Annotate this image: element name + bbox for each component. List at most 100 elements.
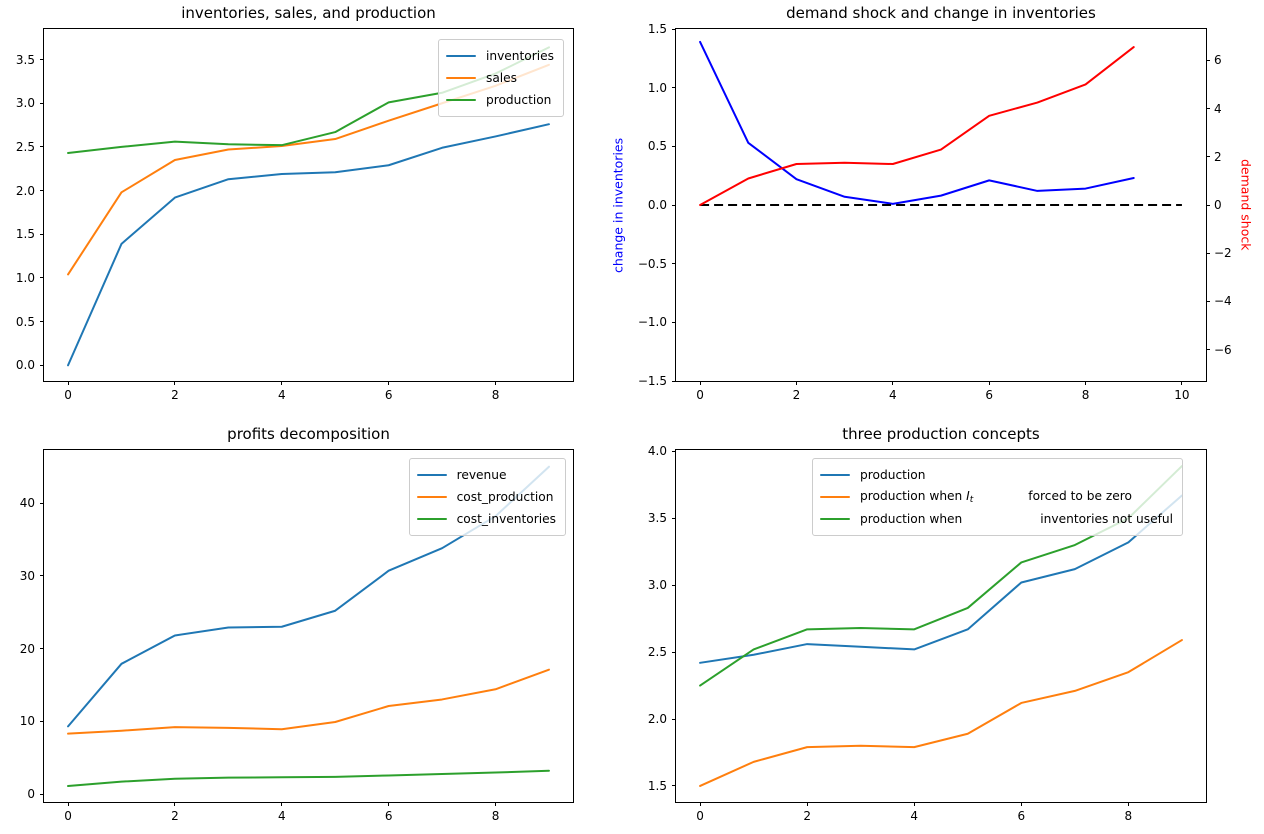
x-tick-label: 2 <box>171 388 179 402</box>
y-tick-label: 3.5 <box>15 52 35 67</box>
legend-item: production <box>820 464 1173 486</box>
x-tick-mark <box>1085 381 1087 385</box>
chart-inventories-sales-production: inventories, sales, and production 0 2 4 6 8… <box>16 4 574 402</box>
y-tick-mark <box>40 146 44 148</box>
x-tick-mark <box>67 802 69 806</box>
x-tick-label: 0 <box>64 388 72 402</box>
x-tick-label: 8 <box>491 388 500 402</box>
y-tick-label: 0.0 <box>647 198 667 212</box>
x-tick-mark <box>281 381 283 385</box>
y-tick-label: 0 <box>27 787 35 801</box>
y-tick-label: 40 <box>19 496 35 511</box>
legend-line-sample <box>820 496 851 498</box>
y-tick-mark <box>40 720 44 722</box>
x-tick-mark <box>699 802 701 806</box>
legend-item-label: production when inventories not useful <box>860 512 1173 526</box>
y-tick-mark <box>672 263 676 265</box>
y-axis-label-right: demand shock <box>1238 159 1254 251</box>
x-tick-mark <box>495 802 497 806</box>
chart-title: three production concepts <box>842 425 1040 443</box>
y-tick-mark <box>672 145 676 147</box>
y-tick-mark-right <box>1206 300 1210 302</box>
y-tick-mark <box>40 502 44 504</box>
x-tick-label: 4 <box>910 809 919 823</box>
series-line-production <box>699 494 1183 664</box>
x-tick-label: 4 <box>888 388 897 402</box>
y-tick-label: 4.0 <box>647 444 667 459</box>
legend-item-label: cost_production <box>456 490 554 504</box>
series-line-inventories <box>67 123 550 367</box>
x-tick-mark <box>67 381 69 385</box>
y-tick-mark <box>40 190 44 192</box>
x-tick-mark <box>806 802 808 806</box>
y-tick-label-right: 2 <box>1214 149 1222 164</box>
y-tick-mark <box>40 575 44 577</box>
y-tick-label: 3.0 <box>15 96 35 111</box>
y-tick-mark <box>40 59 44 61</box>
legend-line-sample <box>445 99 476 101</box>
series-line-cost-production <box>67 668 550 735</box>
x-tick-mark <box>988 381 990 385</box>
y-tick-mark <box>672 28 676 30</box>
y-tick-mark <box>672 651 676 653</box>
x-tick-mark <box>795 381 797 385</box>
series-line-cost-inventories <box>67 769 550 787</box>
y-tick-mark-right <box>1206 156 1210 158</box>
x-tick-mark <box>1127 802 1129 806</box>
chart-profits-decomposition: profits decomposition 0 2 4 6 8 0 10 20 30 40 reve… <box>20 425 574 823</box>
y-tick-mark <box>672 517 676 519</box>
y-tick-label: 1.0 <box>15 270 35 285</box>
x-tick-label: 6 <box>985 388 993 402</box>
y-tick-mark <box>672 204 676 206</box>
y-tick-mark-right <box>1206 108 1210 110</box>
x-tick-mark <box>913 802 915 806</box>
legend-item: cost_production <box>416 486 556 508</box>
x-tick-mark <box>892 381 894 385</box>
legend-item: production when inventories not useful <box>820 508 1173 530</box>
chart-title: inventories, sales, and production <box>181 4 436 22</box>
y-tick-label: 2.5 <box>15 139 35 154</box>
plot-area <box>676 29 1206 381</box>
legend-item-label: revenue <box>456 468 507 482</box>
y-tick-label-right: 6 <box>1214 53 1222 68</box>
legend-line-sample <box>445 55 476 57</box>
y-tick-label: 3.5 <box>647 511 667 526</box>
y-tick-mark <box>40 233 44 235</box>
legend-item: revenue <box>416 464 556 486</box>
y-tick-mark <box>672 718 676 720</box>
legend-line-sample <box>416 474 447 476</box>
legend-item-label: production <box>485 93 552 107</box>
x-tick-label: 2 <box>171 809 179 823</box>
x-tick-mark <box>388 802 390 806</box>
y-tick-mark-right <box>1206 252 1210 254</box>
y-tick-label: 0.0 <box>15 358 35 373</box>
y-tick-label: 2.5 <box>647 645 667 660</box>
chart-three-production-concepts: three production concepts 0 2 4 6 8 1.5 2.0 2.5… <box>648 425 1207 823</box>
y-tick-label: 1.5 <box>647 778 667 793</box>
series-lines <box>699 40 1182 206</box>
x-tick-label: 8 <box>1124 809 1133 823</box>
x-tick-label: 0 <box>696 388 704 402</box>
legend-item: inventories <box>445 45 554 67</box>
legend-box: inventories sales production <box>437 39 564 117</box>
x-tick-mark <box>174 381 176 385</box>
x-tick-label: 10 <box>1174 388 1190 402</box>
x-tick-mark <box>1181 381 1183 385</box>
x-tick-label: 8 <box>491 809 500 823</box>
legend-item-label: production <box>860 468 926 482</box>
y-tick-mark <box>672 584 676 586</box>
legend-line-sample <box>445 77 476 79</box>
y-tick-mark <box>40 277 44 279</box>
y-tick-label: −1.0 <box>637 315 667 330</box>
y-tick-mark <box>40 793 44 795</box>
x-tick-mark <box>388 381 390 385</box>
y-tick-mark <box>40 102 44 104</box>
x-tick-mark <box>495 381 497 385</box>
legend-item-label: sales <box>485 71 518 85</box>
y-tick-label: 0.5 <box>647 139 667 154</box>
y-tick-mark <box>672 87 676 89</box>
x-tick-label: 6 <box>384 388 393 402</box>
y-tick-label: 1.5 <box>15 227 35 242</box>
legend-item-label: production when It forced to be zero <box>860 489 1132 505</box>
